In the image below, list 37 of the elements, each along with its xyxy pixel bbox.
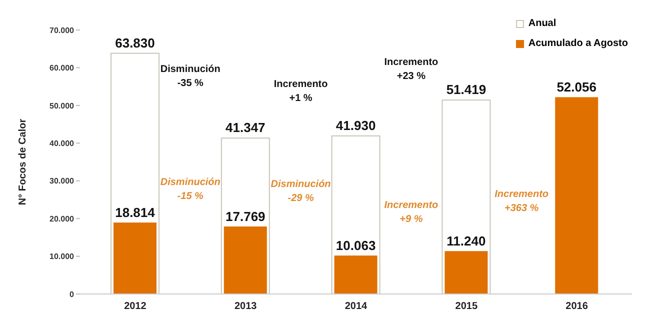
bar — [114, 222, 156, 294]
data-label: 17.769 — [226, 208, 266, 224]
data-label: 41.347 — [226, 120, 266, 136]
data-label: 63.830 — [115, 35, 155, 50]
annotation: Incremento +9 % — [383, 199, 440, 228]
x-tick-label: 2016 — [566, 301, 588, 312]
bar — [555, 97, 598, 294]
y-tick-label: 0 — [70, 290, 75, 299]
x-tick-label: 2013 — [234, 301, 258, 312]
annotation: Disminución -35 % — [159, 63, 222, 92]
bar — [334, 256, 378, 294]
data-label: 52.056 — [556, 80, 596, 95]
y-tick-label: 40.000 — [50, 138, 75, 148]
data-label: 10.063 — [336, 238, 376, 254]
y-tick-label: 50.000 — [50, 101, 75, 110]
data-label: 41.930 — [336, 118, 376, 133]
legend-label: Anual — [528, 18, 556, 29]
y-tick-label: 30.000 — [50, 176, 75, 186]
y-axis-title: N° Focos de Calor — [18, 118, 29, 206]
data-label: 11.240 — [446, 234, 486, 249]
x-tick-label: 2012 — [124, 301, 147, 312]
y-tick-label: 20.000 — [50, 214, 75, 224]
bar — [444, 251, 488, 294]
data-label: 51.419 — [446, 82, 486, 98]
y-tick-label: 60.000 — [50, 64, 75, 73]
annotation: Incremento +363 % — [494, 188, 550, 216]
legend-label: Acumulado a Agosto — [528, 38, 628, 49]
x-tick-label: 2014 — [344, 301, 368, 312]
data-label: 18.814 — [115, 205, 156, 220]
bar — [224, 226, 267, 294]
x-tick-label: 2015 — [455, 301, 478, 312]
annotation: Incremento +1 % — [272, 78, 329, 106]
y-tick-label: 70.000 — [50, 26, 75, 35]
annotation: Disminución -15 % — [159, 176, 222, 204]
y-tick-label: 10.000 — [50, 252, 75, 262]
annotation: Incremento +23 % — [383, 56, 440, 84]
annotation: Disminución -29 % — [270, 178, 332, 206]
